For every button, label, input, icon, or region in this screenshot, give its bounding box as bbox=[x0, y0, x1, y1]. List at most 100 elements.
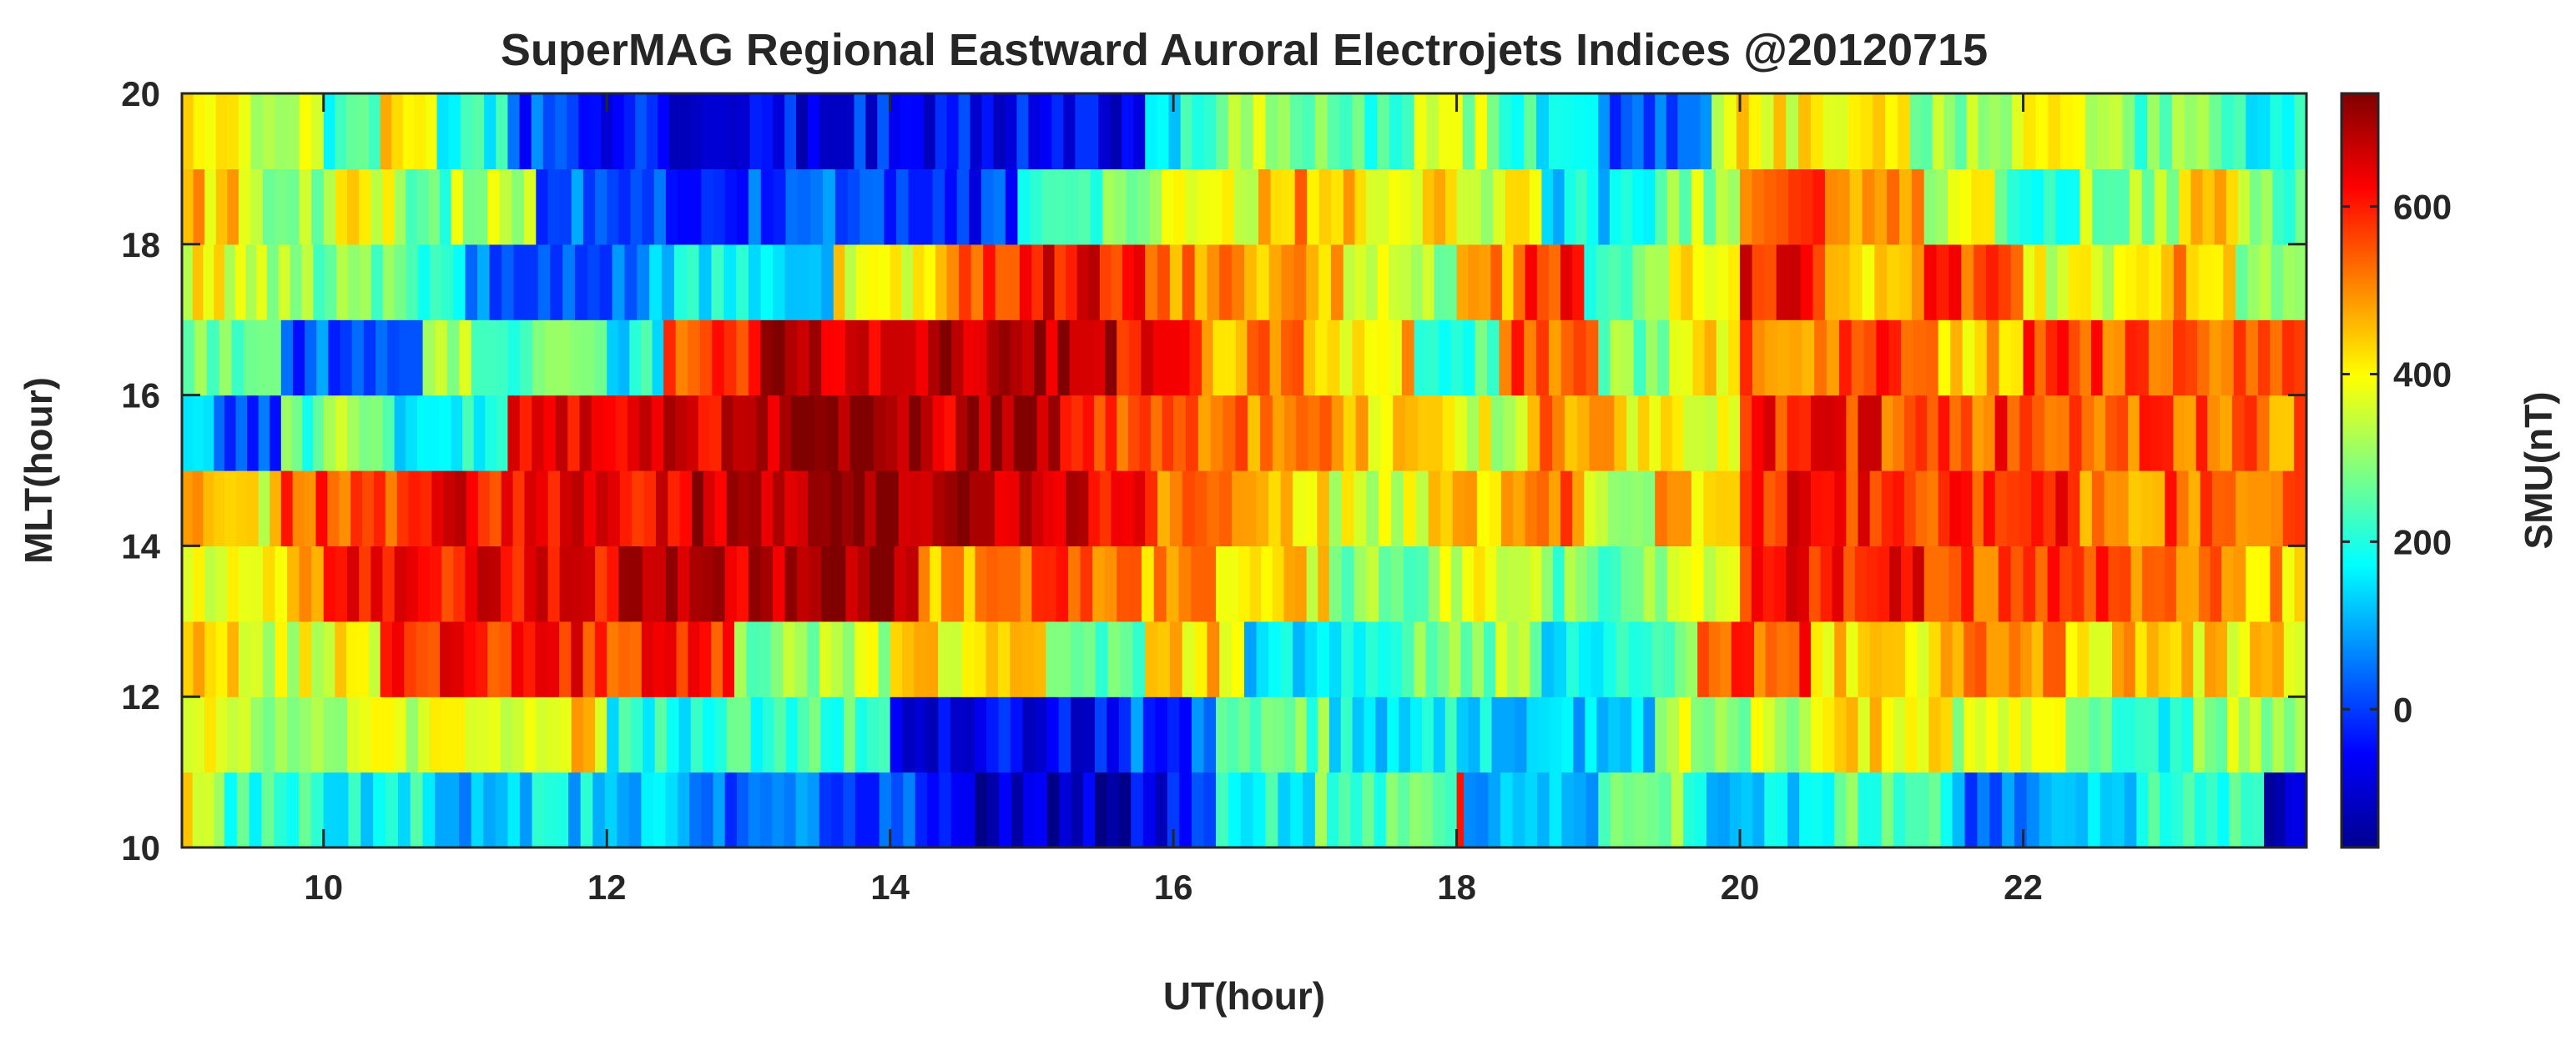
heat-cell bbox=[2071, 546, 2085, 622]
heat-cell bbox=[1695, 772, 1707, 847]
heat-cell bbox=[2184, 93, 2198, 169]
heat-cell bbox=[1731, 621, 1744, 697]
heat-cell bbox=[1655, 93, 1667, 169]
heat-cell bbox=[1538, 696, 1551, 773]
heat-cell bbox=[1076, 244, 1090, 320]
heat-cell bbox=[1524, 93, 1537, 169]
heat-cell bbox=[921, 470, 934, 546]
heat-cell bbox=[387, 319, 401, 396]
heat-cell bbox=[519, 93, 532, 169]
heat-cell bbox=[1537, 772, 1550, 847]
heat-cell bbox=[814, 395, 828, 471]
heat-cell bbox=[974, 621, 987, 697]
heat-cell bbox=[1468, 244, 1480, 320]
heat-cell bbox=[1292, 319, 1305, 396]
heat-cell bbox=[865, 93, 879, 169]
heat-cell bbox=[2056, 395, 2070, 471]
heat-cell bbox=[1511, 93, 1525, 169]
heat-cell bbox=[1303, 319, 1316, 396]
heat-cell bbox=[1955, 93, 1968, 169]
heat-cell bbox=[193, 168, 205, 245]
heat-cell bbox=[796, 93, 809, 169]
heat-cell bbox=[2108, 546, 2120, 622]
heat-cell bbox=[313, 244, 326, 320]
heat-cell bbox=[1962, 319, 1976, 396]
heat-cell bbox=[724, 772, 738, 847]
heat-cell bbox=[192, 470, 204, 546]
heat-cell bbox=[692, 93, 704, 169]
heat-cell bbox=[2170, 696, 2183, 773]
heat-cell bbox=[1715, 470, 1729, 546]
heat-cell bbox=[918, 546, 930, 622]
heat-cell bbox=[1222, 168, 1235, 245]
heat-cell bbox=[483, 772, 497, 847]
heat-cell bbox=[394, 395, 406, 471]
heat-cell bbox=[2136, 772, 2150, 847]
heat-cell bbox=[1410, 696, 1423, 773]
heat-cell bbox=[323, 772, 337, 847]
heat-cell bbox=[1572, 244, 1585, 320]
heat-cell bbox=[287, 168, 300, 245]
heat-cell bbox=[1822, 621, 1836, 697]
heat-cell bbox=[1010, 319, 1023, 396]
heat-cell bbox=[1938, 319, 1952, 396]
heat-cell bbox=[1777, 319, 1791, 396]
heat-cell bbox=[1489, 470, 1502, 546]
heat-cell bbox=[1022, 319, 1036, 396]
heat-cell bbox=[1294, 168, 1308, 245]
heat-cell bbox=[878, 621, 891, 697]
heat-cell bbox=[690, 696, 703, 773]
heat-cell bbox=[1671, 772, 1684, 847]
heat-cell bbox=[1643, 93, 1656, 169]
heat-cell bbox=[1688, 93, 1701, 169]
heat-cell bbox=[1740, 244, 1753, 320]
heat-cell bbox=[1272, 546, 1285, 622]
heat-cell bbox=[2116, 470, 2130, 546]
heat-cell bbox=[1740, 168, 1753, 245]
heat-cell bbox=[394, 546, 407, 622]
heat-cell bbox=[258, 470, 271, 546]
heat-cell bbox=[1249, 546, 1263, 622]
heat-cell bbox=[410, 772, 424, 847]
heat-cell bbox=[247, 470, 260, 546]
heat-cell bbox=[1082, 772, 1096, 847]
heat-cell bbox=[1499, 319, 1513, 396]
heat-cell bbox=[287, 621, 300, 697]
heat-cell bbox=[994, 470, 1008, 546]
heat-cell bbox=[2130, 546, 2143, 622]
heat-cell bbox=[1905, 696, 1918, 773]
heat-cell bbox=[920, 395, 934, 471]
heat-cell bbox=[2148, 319, 2162, 396]
heat-cell bbox=[440, 621, 453, 697]
heat-cell bbox=[1628, 621, 1642, 697]
heat-cell bbox=[2089, 621, 2101, 697]
heat-cell bbox=[950, 696, 964, 773]
heat-cell bbox=[819, 621, 832, 697]
heat-cell bbox=[214, 772, 225, 847]
heat-cell bbox=[435, 319, 448, 396]
heat-cell bbox=[1341, 470, 1355, 546]
heat-cell bbox=[688, 319, 701, 396]
heat-cell bbox=[340, 319, 353, 396]
heat-cell bbox=[2148, 772, 2160, 847]
heat-cell bbox=[2122, 93, 2135, 169]
heat-cell bbox=[275, 93, 288, 169]
heat-cell bbox=[1411, 168, 1424, 245]
heat-cell bbox=[2256, 395, 2271, 471]
heat-cell bbox=[394, 244, 407, 320]
heat-cell bbox=[1943, 93, 1956, 169]
heat-cell bbox=[843, 772, 856, 847]
heat-cell bbox=[204, 696, 217, 773]
heat-cell bbox=[1585, 93, 1600, 169]
heat-cell bbox=[2064, 772, 2077, 847]
heat-cell bbox=[1375, 696, 1389, 773]
heat-cell bbox=[1228, 93, 1242, 169]
heat-cell bbox=[1775, 470, 1788, 546]
heat-cell bbox=[385, 470, 398, 546]
heat-cell bbox=[698, 395, 711, 471]
heat-cell bbox=[323, 696, 336, 773]
heat-cell bbox=[940, 546, 954, 622]
heat-cell bbox=[772, 772, 785, 847]
heat-cell bbox=[313, 395, 325, 471]
heat-cell bbox=[1422, 244, 1435, 320]
